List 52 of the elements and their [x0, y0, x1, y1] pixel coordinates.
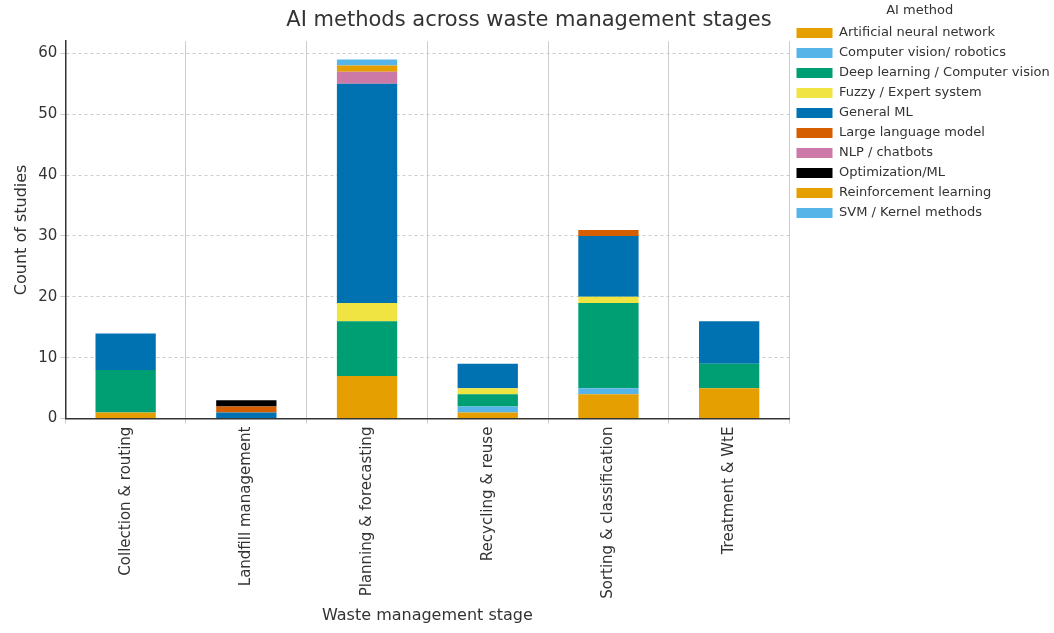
y-tick-label: 20: [38, 286, 58, 305]
x-tick-label: Recycling & reuse: [477, 426, 496, 562]
legend-label: Deep learning / Computer vision: [839, 64, 1050, 80]
bar: [336, 65, 398, 72]
bar: [457, 363, 518, 389]
bar: [336, 302, 398, 322]
x-tick-label: Planning & forecasting: [356, 426, 375, 597]
bar: [578, 388, 639, 395]
y-tick-label: 10: [38, 347, 58, 366]
bar: [336, 71, 398, 84]
legend-label: Reinforcement learning: [839, 184, 992, 200]
legend-title: AI method: [886, 1, 954, 17]
y-tick-label: 60: [38, 43, 58, 62]
bar: [216, 400, 277, 407]
y-tick-label: 0: [47, 408, 58, 427]
legend-label: NLP / chatbots: [839, 144, 934, 160]
bar: [336, 321, 398, 376]
chart-title: AI methods across waste management stages: [286, 7, 772, 32]
legend-label: Computer vision/ robotics: [839, 44, 1007, 60]
bar: [95, 412, 156, 419]
bar: [578, 235, 639, 297]
x-tick-label: Sorting & classification: [598, 426, 617, 599]
legend-label: Fuzzy / Expert system: [839, 84, 982, 100]
legend-label: General ML: [839, 104, 914, 120]
x-tick-label: Collection & routing: [115, 426, 134, 576]
y-tick-label: 50: [38, 104, 58, 123]
y-tick-label: 30: [38, 225, 58, 244]
bar: [578, 296, 639, 303]
bar: [95, 333, 156, 370]
y-tick-label: 40: [38, 165, 58, 184]
bar: [578, 302, 639, 389]
bar: [699, 388, 760, 419]
legend-label: Optimization/ML: [839, 164, 946, 180]
bar: [578, 229, 639, 236]
bar: [457, 388, 518, 395]
bar: [336, 59, 398, 66]
bar: [578, 394, 639, 419]
bar: [336, 83, 398, 303]
bar: [336, 375, 398, 419]
bar: [95, 369, 156, 413]
bar: [457, 406, 518, 413]
x-tick-label: Landfill management: [236, 426, 255, 587]
bar: [699, 363, 760, 389]
x-axis-title: Waste management stage: [321, 604, 533, 624]
bar: [699, 321, 760, 364]
x-tick-label: Treatment & WtE: [719, 426, 738, 556]
bar: [216, 406, 277, 413]
y-axis-title: Count of studies: [10, 164, 30, 296]
legend-label: SVM / Kernel methods: [839, 204, 983, 220]
bar: [457, 394, 518, 407]
legend-label: Large language model: [839, 124, 985, 140]
legend-label: Artificial neural network: [839, 24, 996, 40]
